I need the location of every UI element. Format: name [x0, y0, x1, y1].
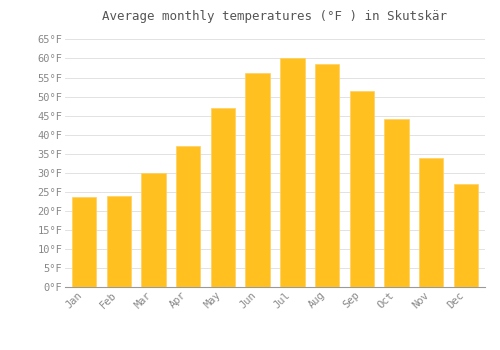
Bar	[211, 108, 235, 287]
Bar	[384, 119, 408, 287]
Bar	[315, 64, 339, 287]
Bar	[142, 174, 166, 287]
Bar	[72, 197, 96, 287]
Bar	[246, 73, 270, 287]
Bar	[419, 158, 444, 287]
Bar	[280, 58, 304, 287]
Title: Average monthly temperatures (°F ) in Skutskär: Average monthly temperatures (°F ) in Sk…	[102, 10, 448, 23]
Bar	[106, 196, 131, 287]
Bar	[350, 91, 374, 287]
Bar	[176, 146, 201, 287]
Bar	[454, 184, 478, 287]
